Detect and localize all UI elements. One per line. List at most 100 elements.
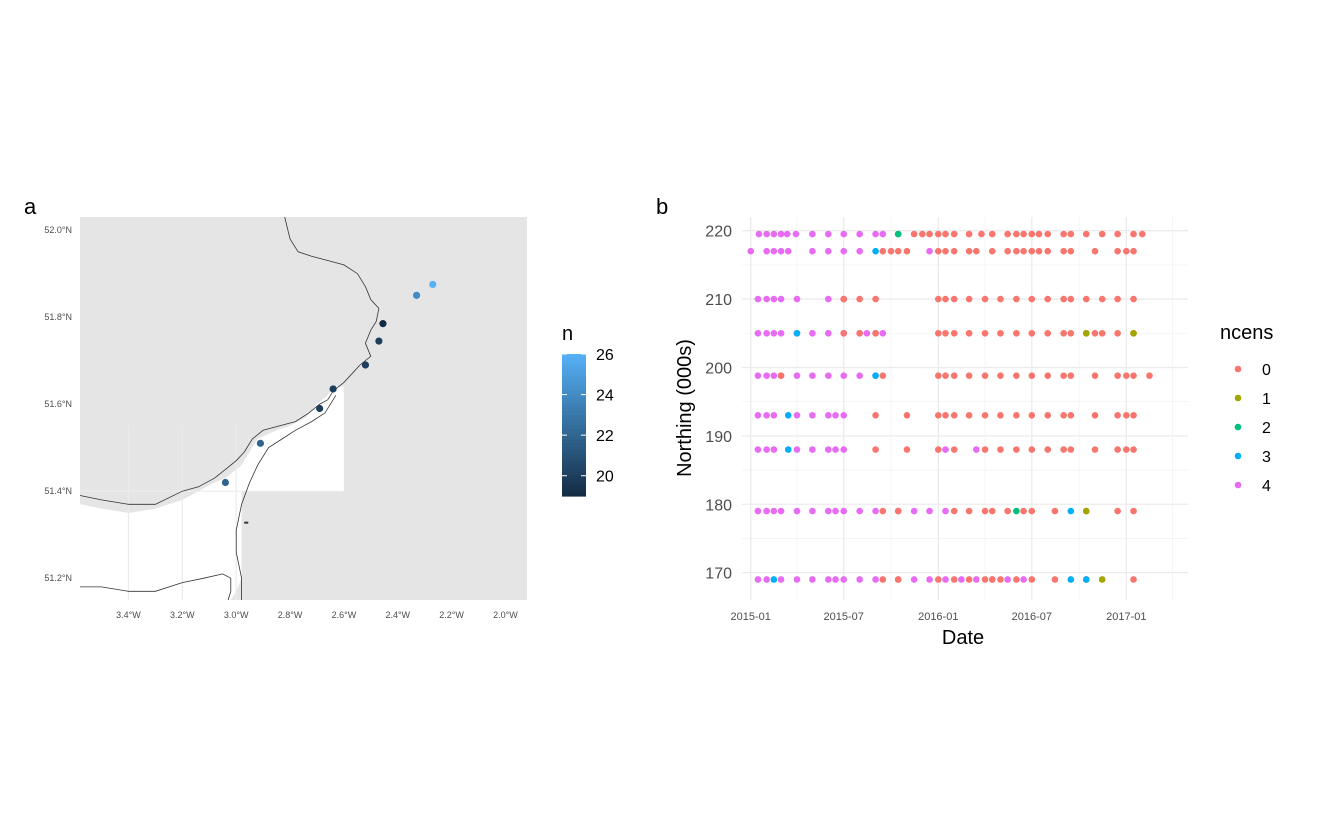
colorbar-segment <box>562 368 586 373</box>
scatter-point-ncens-4 <box>763 329 770 337</box>
scatter-point-ncens-4 <box>879 329 887 337</box>
scatter-point-ncens-0 <box>934 329 942 337</box>
scatter-point-ncens-0 <box>978 230 985 238</box>
map-point <box>221 478 230 487</box>
scatter-point-ncens-3 <box>793 329 801 337</box>
colorbar-segment <box>562 439 586 444</box>
ncens-legend-title: ncens <box>1220 322 1273 344</box>
scatter-point-ncens-0 <box>997 372 1004 379</box>
scatter-point-ncens-0 <box>1060 295 1067 303</box>
scatter-point-ncens-4 <box>973 446 980 453</box>
scatter-point-ncens-0 <box>934 295 942 303</box>
scatter-point-ncens-0 <box>1028 295 1036 303</box>
scatter-point-ncens-3 <box>1082 576 1090 583</box>
scatter-point-ncens-4 <box>856 372 863 379</box>
scatter-point-ncens-0 <box>965 230 973 238</box>
scatter-point-ncens-0 <box>1044 372 1052 379</box>
scatter-point-ncens-0 <box>879 576 887 583</box>
scatter-point-ncens-0 <box>1114 247 1121 255</box>
scatter-point-ncens-0 <box>1130 372 1137 379</box>
scatter-point-ncens-4 <box>763 372 770 379</box>
scatter-point-ncens-0 <box>1028 412 1036 419</box>
scatter-point-ncens-0 <box>1123 372 1130 379</box>
scatter-point-ncens-4 <box>856 576 863 583</box>
scatter-point-ncens-3 <box>872 372 879 379</box>
scatter-point-ncens-4 <box>926 576 933 583</box>
colorbar-segment <box>562 467 586 472</box>
colorbar-segment <box>562 488 586 494</box>
scatter-point-ncens-0 <box>1114 329 1121 337</box>
scatter-point-ncens-0 <box>950 446 958 453</box>
scatter-point-ncens-4 <box>840 372 848 379</box>
scatter-point-ncens-3 <box>784 446 792 453</box>
scatter-point-ncens-4 <box>793 446 801 453</box>
scatter-point-ncens-4 <box>770 412 778 419</box>
scatter-point-ncens-0 <box>1123 446 1130 453</box>
scatter-point-ncens-0 <box>840 295 848 303</box>
colorbar-segment <box>562 357 586 362</box>
map-x-ticks: 3.4°W 3.2°W 3.0°W 2.8°W 2.6°W 2.4°W 2.2°W 2.0°W <box>116 610 518 620</box>
scatter-point-ncens-0 <box>894 576 902 583</box>
scatter-x-tick-label: 2017-01 <box>1106 611 1146 623</box>
colorbar-title: n <box>562 323 573 345</box>
scatter-point-ncens-4 <box>840 507 848 515</box>
scatter-point-ncens-0 <box>981 412 989 419</box>
scatter-point-ncens-0 <box>981 295 989 303</box>
ncens-legend-label: 3 <box>1262 449 1271 466</box>
scatter-point-ncens-0 <box>1091 247 1099 255</box>
scatter-point-ncens-1 <box>1082 507 1090 515</box>
scatter-point-ncens-4 <box>958 576 965 583</box>
panel-b-tag: b <box>656 194 668 219</box>
scatter-point-ncens-0 <box>1067 329 1075 337</box>
colorbar-tick-label: 26 <box>596 347 614 364</box>
scatter-point-ncens-0 <box>872 329 879 337</box>
scatter-point-ncens-3 <box>770 576 778 583</box>
ncens-legend: ncens 0 1 2 3 4 <box>1220 322 1273 495</box>
scatter-point-ncens-0 <box>965 295 973 303</box>
scatter-point-ncens-4 <box>783 230 791 238</box>
map-point <box>316 404 324 413</box>
scatter-point-ncens-0 <box>910 230 918 238</box>
scatter-point-ncens-0 <box>988 507 996 515</box>
scatter-x-ticks: 2015-01 2015-07 2016-01 2016-07 2017-01 <box>731 611 1147 623</box>
coastline <box>284 216 380 401</box>
scatter-point-ncens-0 <box>1060 230 1067 238</box>
scatter-point-ncens-4 <box>825 230 832 238</box>
scatter-point-ncens-0 <box>1044 230 1052 238</box>
map-y-ticks: 51.2°N 51.4°N 51.6°N 51.8°N 52.0°N <box>44 225 72 583</box>
scatter-point-ncens-4 <box>910 576 918 583</box>
scatter-point-ncens-0 <box>997 295 1004 303</box>
scatter-point-ncens-0 <box>879 247 887 255</box>
scatter-point-ncens-0 <box>1130 247 1137 255</box>
scatter-point-ncens-4 <box>872 576 879 583</box>
scatter-point-ncens-0 <box>965 372 973 379</box>
scatter-point-ncens-4 <box>1020 576 1027 583</box>
colorbar-segment <box>562 492 586 497</box>
map-x-tick-label: 3.4°W <box>116 610 141 620</box>
scatter-point-ncens-3 <box>1067 576 1075 583</box>
colorbar-segment <box>562 371 586 376</box>
scatter-point-ncens-0 <box>856 295 863 303</box>
scatter-point-ncens-0 <box>1138 230 1146 238</box>
scatter-y-tick-label: 220 <box>705 224 732 241</box>
scatter-point-ncens-4 <box>832 507 839 515</box>
island <box>244 521 249 524</box>
colorbar-segment <box>562 364 586 369</box>
scatter-x-tick-label: 2015-07 <box>824 611 864 623</box>
colorbar-segment <box>562 382 586 387</box>
scatter-point-ncens-0 <box>1013 230 1020 238</box>
colorbar-segment <box>562 385 586 391</box>
scatter-point-ncens-0 <box>1044 329 1052 337</box>
colorbar-segment <box>562 396 586 401</box>
scatter-point-ncens-4 <box>840 412 848 419</box>
scatter-point-ncens-0 <box>950 576 958 583</box>
scatter-point-ncens-4 <box>747 247 755 255</box>
scatter-point-ncens-0 <box>1114 372 1121 379</box>
map-x-tick-label: 2.4°W <box>385 610 410 620</box>
scatter-point-ncens-4 <box>793 507 801 515</box>
panel-a-map: a 51.2°N51.4°N51.6°N51.8°N52.0°N 3.4°W 3.… <box>24 194 614 620</box>
colorbar-segment <box>562 474 586 479</box>
scatter-point-ncens-0 <box>1013 412 1020 419</box>
scatter-point-ncens-0 <box>950 329 958 337</box>
scatter-point-ncens-0 <box>965 412 973 419</box>
